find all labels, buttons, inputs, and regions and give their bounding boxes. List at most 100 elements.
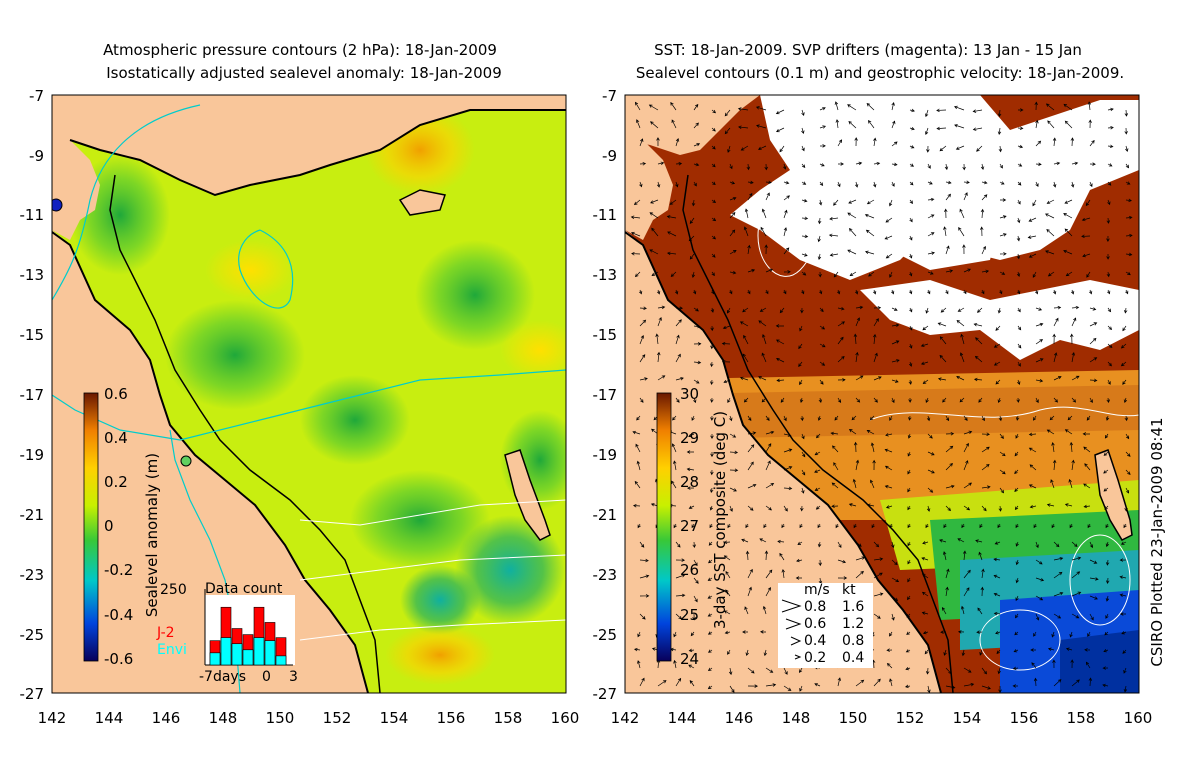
velocity-arrow (1053, 161, 1061, 166)
velocity-arrow (670, 271, 677, 277)
velocity-arrow (1105, 541, 1110, 548)
velocity-arrow (765, 415, 770, 421)
velocity-arrow (945, 685, 956, 689)
velocity-arrow (729, 415, 733, 422)
velocity-arrow (1031, 662, 1037, 669)
velocity-arrow (999, 469, 1006, 475)
velocity-arrow (765, 505, 773, 511)
velocity-arrow (1082, 432, 1091, 436)
histogram-bar-envi (253, 637, 265, 666)
velocity-arrow (939, 336, 947, 345)
velocity-arrow (781, 523, 785, 529)
velocity-arrow (981, 446, 990, 453)
velocity-arrow (634, 101, 641, 111)
velocity-arrow (667, 231, 677, 237)
velocity-arrow (873, 613, 881, 619)
velocity-arrow (1053, 592, 1064, 597)
velocity-arrow (864, 250, 875, 255)
velocity-arrow (693, 379, 700, 384)
velocity-arrow (963, 482, 973, 489)
velocity-arrow (710, 415, 714, 421)
velocity-arrow (957, 307, 965, 312)
velocity-arrow (783, 163, 787, 170)
velocity-arrow (739, 376, 749, 381)
velocity-arrow (1053, 541, 1060, 548)
velocity-arrow (747, 289, 751, 295)
velocity-arrow (1051, 442, 1055, 453)
png-land (625, 95, 760, 155)
velocity-arrow (869, 415, 875, 421)
velocity-arrow (1107, 125, 1114, 130)
right-map-frame (624, 94, 1140, 694)
velocity-arrow (1089, 181, 1093, 188)
velocity-arrow (707, 667, 713, 672)
lon-label: 154 (380, 709, 409, 727)
velocity-arrow (711, 181, 716, 186)
velocity-arrow (963, 192, 968, 201)
velocity-arrow (819, 325, 826, 330)
velocity-arrow (1071, 541, 1078, 548)
velocity-arrow (873, 352, 878, 363)
anomaly-blob (300, 375, 410, 465)
coastline (69, 109, 566, 197)
velocity-arrow (908, 379, 913, 385)
velocity-arrow (944, 163, 949, 171)
velocity-arrow (1119, 612, 1127, 616)
velocity-arrow (835, 523, 839, 529)
velocity-arrow (837, 541, 842, 549)
velocity-arrow (725, 589, 731, 597)
velocity-arrow (1050, 479, 1055, 489)
velocity-arrow (908, 397, 912, 403)
velocity-legend: m/s kt 0.8 1.6 0.6 1.2 0.4 0.8 0.2 0.4 (778, 582, 873, 668)
velocity-arrow (801, 271, 807, 276)
velocity-arrow (729, 229, 736, 237)
velocity-arrow (686, 450, 695, 454)
velocity-arrow (783, 209, 788, 219)
velocity-arrow (889, 271, 893, 278)
velocity-arrow (1071, 317, 1077, 327)
velocity-arrow (833, 199, 839, 206)
velocity-arrow (762, 605, 767, 615)
velocity-arrow (1104, 505, 1109, 510)
velocity-arrow (783, 195, 790, 201)
sst-tick: 27 (680, 517, 699, 535)
velocity-arrow (837, 162, 844, 166)
velocity-arrow (975, 539, 983, 543)
velocity-arrow (891, 120, 896, 129)
velocity-arrow (707, 613, 713, 617)
velocity-arrow (1028, 253, 1037, 258)
velocity-arrow (1070, 137, 1075, 147)
velocity-arrow (764, 550, 769, 561)
velocity-arrow (1105, 415, 1110, 421)
velocity-arrow (763, 523, 767, 529)
velocity-arrow (884, 235, 893, 240)
sst-colorbar: 30 29 28 27 26 25 24 3-day SST composite… (656, 385, 729, 668)
velocity-arrow (1120, 361, 1127, 367)
sla-map (52, 95, 566, 693)
right-panel: SST: 18-Jan-2009. SVP drifters (magenta)… (624, 41, 1166, 694)
velocity-arrow (959, 397, 965, 403)
velocity-arrow (1071, 305, 1080, 310)
lat-label: -9 (602, 147, 617, 165)
velocity-arrow (686, 467, 695, 472)
velocity-arrow (927, 451, 935, 456)
sealevel-contour (1069, 534, 1131, 626)
velocity-arrow (671, 443, 677, 453)
velocity-arrow (972, 109, 983, 113)
velocity-arrow (1045, 213, 1055, 219)
velocity-arrow (1070, 181, 1075, 188)
velocity-arrow (921, 591, 929, 597)
velocity-arrow (729, 196, 737, 201)
lat-label: -7 (602, 87, 617, 105)
velocity-arrow (1086, 271, 1091, 278)
velocity-arrow (783, 466, 793, 471)
velocity-arrow (925, 307, 929, 314)
velocity-arrow (886, 648, 893, 652)
velocity-arrow (1046, 503, 1055, 507)
velocity-arrow (997, 307, 1002, 314)
velocity-arrow (1064, 429, 1073, 435)
velocity-arrow (743, 226, 749, 237)
velocity-arrow (649, 249, 659, 255)
velocity-arrow (997, 667, 1001, 675)
velocity-arrow (765, 569, 773, 579)
